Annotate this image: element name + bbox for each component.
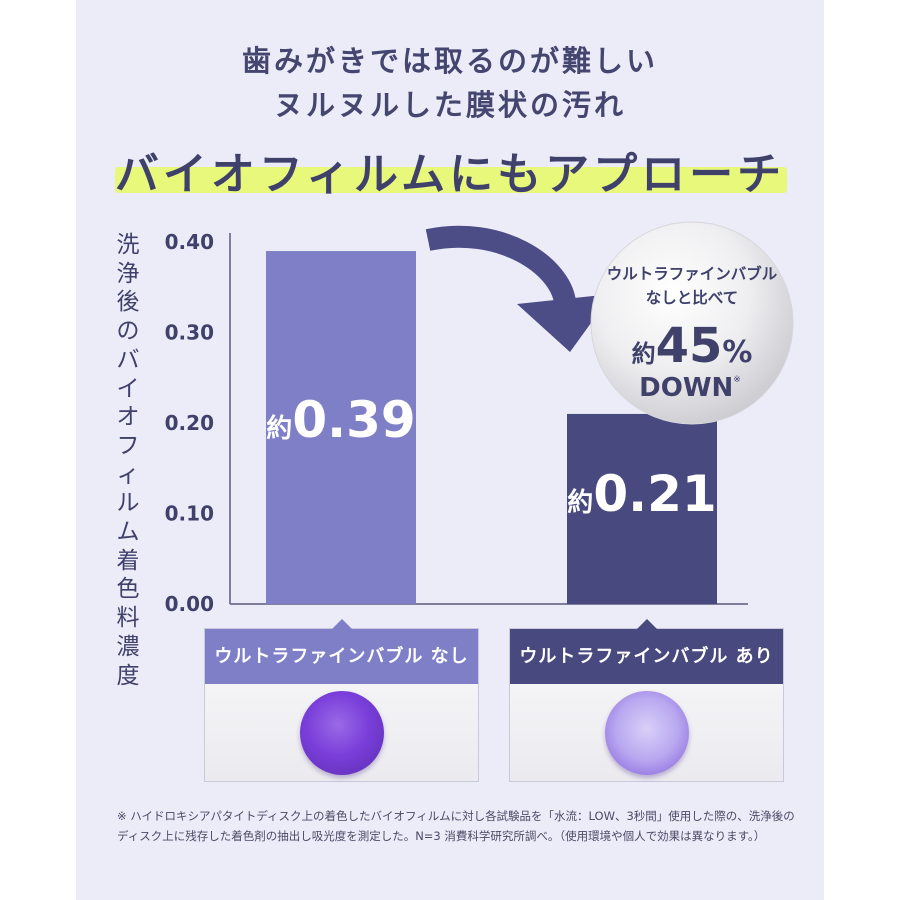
- category-label-with: ウルトラファインバブル あり: [510, 619, 783, 684]
- photo-without: [205, 684, 478, 781]
- y-tick-label: 0.10: [165, 502, 214, 526]
- y-tick-label: 0.30: [165, 321, 214, 345]
- cleaned-disc-image: [604, 690, 689, 775]
- badge-percentage: 約45%: [632, 318, 753, 374]
- y-tick-label: 0.00: [165, 592, 214, 616]
- decrease-arrow-head: [517, 294, 612, 352]
- y-tick-label: 0.40: [165, 230, 214, 254]
- category-with-bubble: ウルトラファインバブル あり: [509, 619, 784, 782]
- bar-value-label: 約0.21: [567, 465, 716, 523]
- headline-main: バイオフィルムにもアプローチ: [114, 149, 786, 200]
- bar-value-label: 約0.39: [266, 391, 415, 449]
- badge-line-2: なしと比べて: [646, 289, 738, 307]
- headline-line-1: 歯みがきでは取るのが難しい: [241, 44, 658, 78]
- badge-down: DOWN※: [639, 373, 741, 403]
- bar-with-bubble: [567, 413, 717, 604]
- decrease-arrow: [425, 225, 576, 305]
- stained-disc-image: [299, 690, 384, 775]
- category-without-bubble: ウルトラファインバブル なし: [204, 619, 479, 782]
- category-label-without: ウルトラファインバブル なし: [205, 619, 478, 684]
- y-tick-label: 0.20: [165, 411, 214, 435]
- footnote: ※ ハイドロキシアパタイトディスク上の着色したバイオフィルムに対し各試験品を「水…: [117, 809, 795, 843]
- bar-without-bubble: [266, 251, 416, 605]
- photo-with: [510, 684, 783, 781]
- y-axis-label: 洗浄後のバイオフィルム着色料濃度: [116, 232, 140, 689]
- headline-highlight: [115, 167, 787, 193]
- headline-line-2: ヌルヌルした膜状の汚れ: [273, 88, 626, 122]
- reduction-badge: [590, 221, 794, 425]
- badge-line-1: ウルトラファインバブル: [607, 264, 778, 283]
